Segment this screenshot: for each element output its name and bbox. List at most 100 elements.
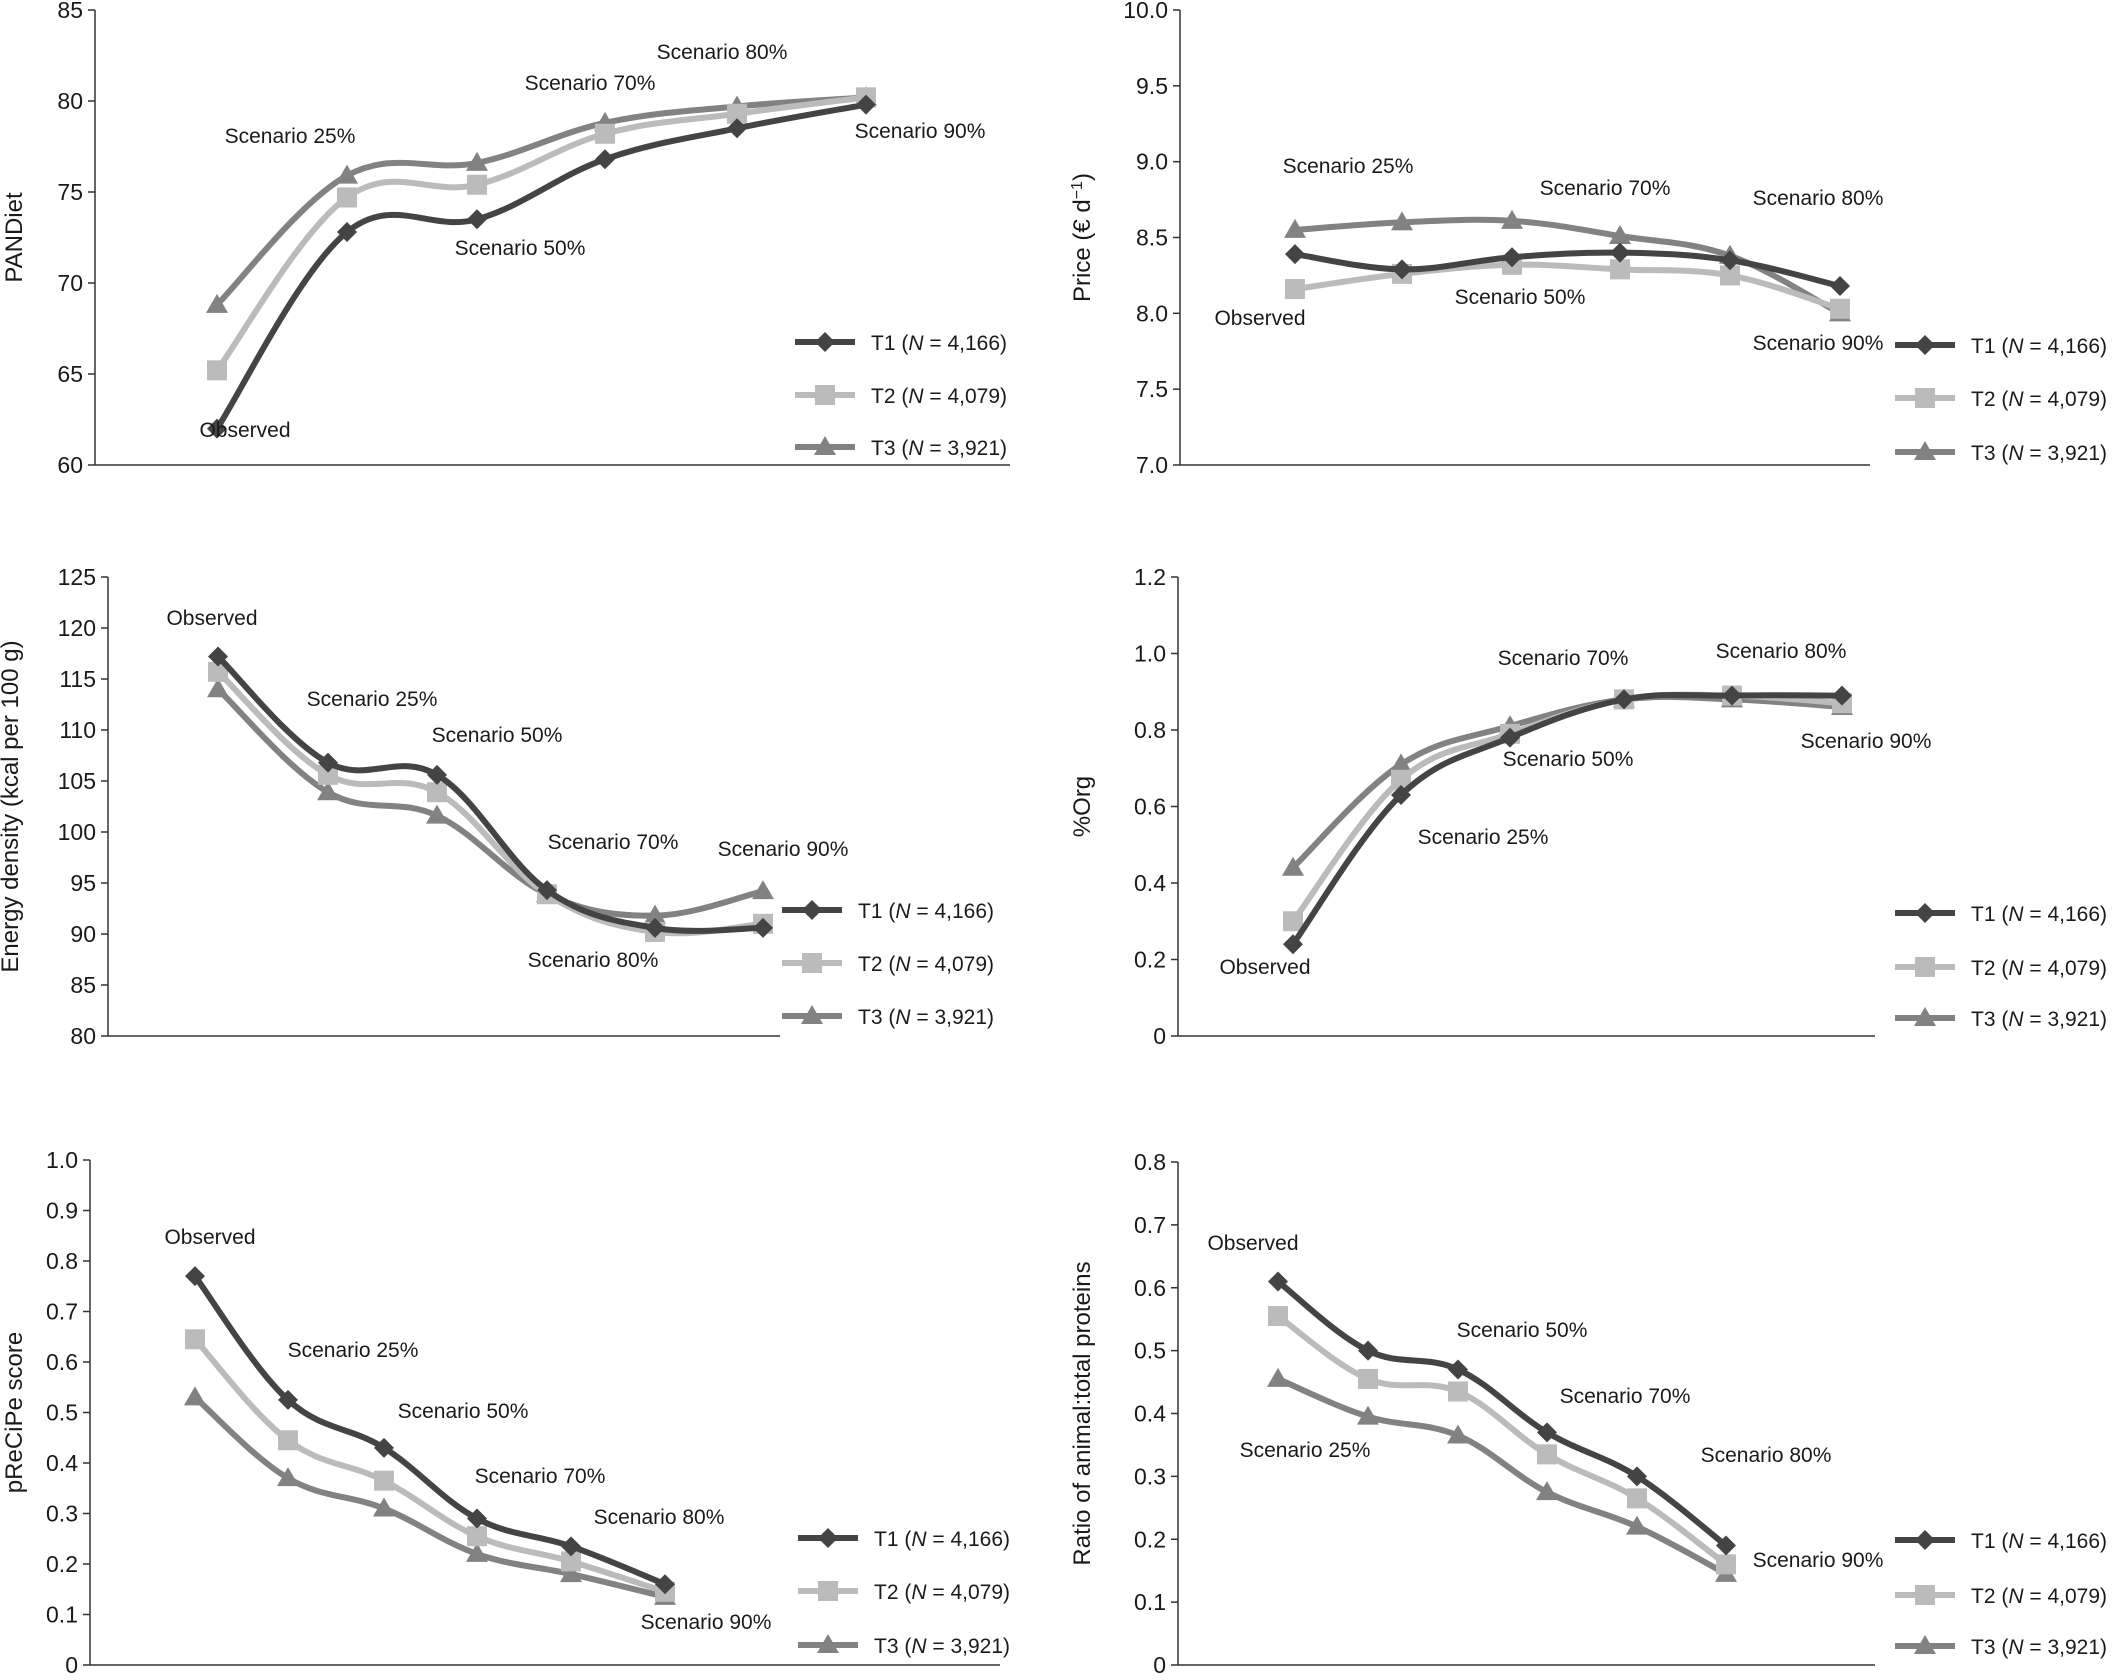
legend-label: T3 (N = 3,921) [1971,1008,2107,1031]
data-point-t1 [537,880,557,901]
data-point-t2 [318,764,338,785]
y-tick-label: 100 [58,819,96,845]
legend-label: T3 (N = 3,921) [1971,1636,2107,1659]
data-point-t1 [1832,685,1852,706]
legend-label: T1 (N = 4,166) [1971,335,2107,358]
data-point-t2 [467,1526,487,1547]
annotation-label: Scenario 90% [641,1611,772,1634]
legend-marker [1915,335,1935,355]
legend-item-t1: T1 (N = 4,166) [1895,335,2107,358]
legend-marker [1914,1007,1936,1026]
y-axis-label: %Org [1069,776,1096,837]
annotation-label: Scenario 25% [288,1339,419,1362]
data-point-t1 [1358,1340,1378,1361]
data-point-t2 [1716,1554,1736,1575]
legend-item-t1: T1 (N = 4,166) [1895,903,2107,926]
legend-label: T1 (N = 4,166) [858,900,994,923]
y-tick-label: 0.3 [46,1501,78,1527]
legend-item-t1: T1 (N = 4,166) [782,900,994,923]
legend-label: T2 (N = 4,079) [1971,388,2107,411]
annotation-label: Scenario 50% [1455,286,1586,309]
series-line-t1 [192,1273,668,1588]
data-point-t3 [184,1386,206,1406]
chart-panel-1: 60 65 70 75 80 85 PANDiet Observed Scenario 25% S… [1,0,1010,478]
data-point-t1 [1720,250,1740,271]
annotation-label: Scenario 70% [475,1465,606,1488]
y-tick-label: 0.8 [46,1248,78,1274]
y-tick-label: 80 [57,88,83,114]
data-point-t1 [467,1508,487,1529]
annotation-label: Scenario 70% [548,831,679,854]
y-tick-label: 8.0 [1136,300,1168,326]
data-point-t3 [560,1563,582,1583]
y-tick-label: 0.2 [1134,1526,1166,1552]
data-point-t3 [1536,1481,1558,1501]
y-tick-label: 90 [70,921,96,947]
data-point-t3 [1267,1367,1289,1387]
series-line-t1 [214,101,869,432]
data-point-t1 [561,1536,581,1557]
series-line-t1 [1292,249,1843,290]
y-tick-label: 1.0 [1134,641,1166,667]
annotation-label: Scenario 80% [1701,1444,1832,1467]
legend-marker [1915,957,1935,977]
data-point-t1 [1722,685,1742,706]
legend-item-t1: T1 (N = 4,166) [795,332,1007,355]
data-point-t1 [207,418,227,439]
data-point-t2 [1720,265,1740,286]
y-axis-label: Energy density (kcal per 100 g) [0,640,24,972]
legend-label: T1 (N = 4,166) [1971,1530,2107,1553]
annotation-label: Scenario 50% [1503,748,1634,771]
data-point-t1 [655,1574,675,1595]
series-line-t3 [1290,693,1845,871]
data-point-t1 [208,646,228,667]
annotation-label: Observed [1214,307,1305,330]
legend-marker [1915,1530,1935,1550]
annotation-label: Scenario 80% [657,41,788,64]
data-point-t2 [1268,1306,1288,1327]
legend-label: T3 (N = 3,921) [871,437,1007,460]
annotation-label: Scenario 80% [1753,187,1884,210]
data-point-t3 [466,1542,488,1562]
data-point-t1 [753,917,773,938]
data-point-t1 [1500,727,1520,748]
y-tick-label: 0 [65,1652,78,1678]
series-line-t1 [215,653,766,934]
y-tick-label: 0.2 [1134,947,1166,973]
data-point-t1 [1537,1422,1557,1443]
legend-marker [1915,388,1935,408]
legend-label: T3 (N = 3,921) [874,1635,1010,1658]
series-line-t3 [1275,1375,1729,1577]
legend-item-t3: T3 (N = 3,921) [1895,1635,2107,1659]
data-point-t3 [752,880,774,900]
y-tick-label: 70 [57,270,83,296]
data-point-t2 [1391,769,1411,790]
y-tick-label: 60 [57,452,83,478]
series-line-t2 [1292,261,1843,312]
legend-item-t2: T2 (N = 4,079) [798,1581,1010,1604]
legend-item-t2: T2 (N = 4,079) [782,953,994,976]
annotation-label: Scenario 25% [1240,1439,1371,1462]
data-point-t3 [1626,1515,1648,1535]
legend-marker [1915,903,1935,923]
y-tick-label: 0.6 [1134,1275,1166,1301]
annotation-label: Scenario 70% [1560,1385,1691,1408]
annotation-label: Observed [166,607,257,630]
data-point-t2 [1285,279,1305,300]
y-tick-label: 0.2 [46,1551,78,1577]
y-tick-label: 0 [1153,1652,1166,1678]
y-axis-label: PANDiet [1,192,28,283]
y-tick-label: 0.5 [46,1400,78,1426]
data-point-t2 [561,1551,581,1572]
data-point-t1 [185,1266,205,1287]
data-point-t3 [426,804,448,824]
chart-panel-3: 80 85 90 95 100 105 110 115 120 125 Energy density… [0,564,994,1049]
y-tick-label: 80 [70,1023,96,1049]
data-point-t1 [1391,785,1411,806]
y-tick-label: 0.8 [1134,717,1166,743]
data-point-t3 [206,293,228,313]
y-tick-label: 7.0 [1136,452,1168,478]
data-point-t1 [1627,1466,1647,1487]
data-point-t3 [644,904,666,924]
